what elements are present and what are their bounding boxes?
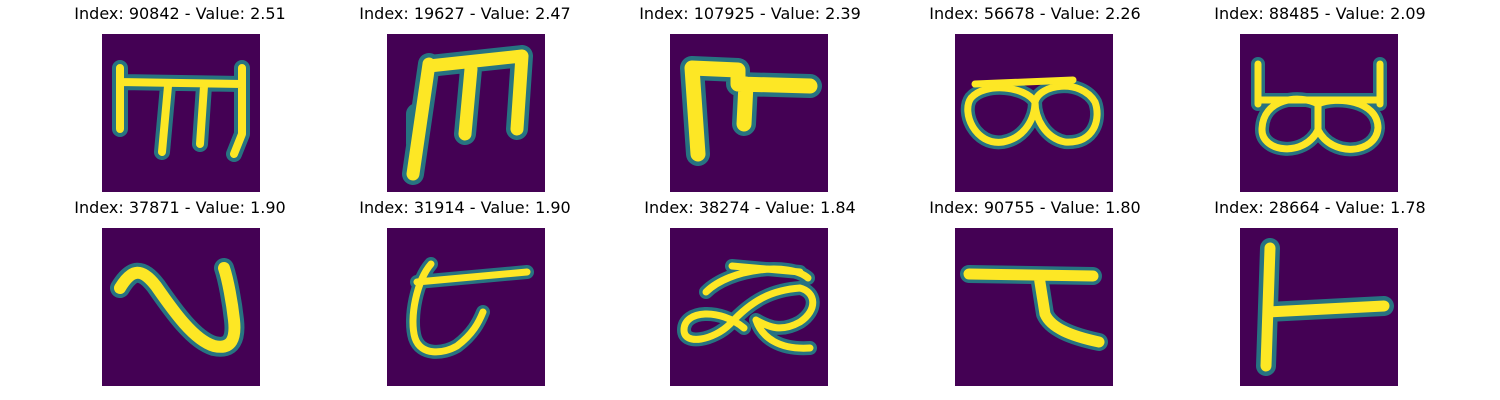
panel-3: Index: 107925 - Value: 2.39 (600, 0, 900, 200)
panel-9: Index: 90755 - Value: 1.80 (885, 194, 1185, 394)
glyph-loop-ribbon-icon (670, 228, 828, 386)
panel-1: Index: 90842 - Value: 2.51 (30, 0, 330, 200)
panel-10: Index: 28664 - Value: 1.78 (1170, 194, 1470, 394)
glyph-curl-bar-icon (387, 228, 545, 386)
panel-7: Index: 31914 - Value: 1.90 (315, 194, 615, 394)
panel-title: Index: 28664 - Value: 1.78 (1214, 198, 1426, 217)
panel-title: Index: 88485 - Value: 2.09 (1214, 4, 1426, 23)
panel-4: Index: 56678 - Value: 2.26 (885, 0, 1185, 200)
panel-title: Index: 38274 - Value: 1.84 (644, 198, 856, 217)
glyph-t-rotated-icon (1240, 228, 1398, 386)
panel-5: Index: 88485 - Value: 2.09 (1170, 0, 1470, 200)
panel-title: Index: 90755 - Value: 1.80 (929, 198, 1141, 217)
glyph-m-bold-icon (387, 34, 545, 192)
panel-2: Index: 19627 - Value: 2.47 (315, 0, 615, 200)
panel-title: Index: 107925 - Value: 2.39 (639, 4, 861, 23)
glyph-double-loop-icon (955, 34, 1113, 192)
glyph-double-loop-flagged-icon (1240, 34, 1398, 192)
panel-title: Index: 37871 - Value: 1.90 (74, 198, 286, 217)
panel-title: Index: 31914 - Value: 1.90 (359, 198, 571, 217)
panel-title: Index: 90842 - Value: 2.51 (74, 4, 286, 23)
glyph-tau-icon (955, 228, 1113, 386)
glyph-hook-icon (670, 34, 828, 192)
panel-8: Index: 38274 - Value: 1.84 (600, 194, 900, 394)
glyph-m-shape-icon (102, 34, 260, 192)
glyph-s-curve-icon (102, 228, 260, 386)
panel-title: Index: 19627 - Value: 2.47 (359, 4, 571, 23)
panel-title: Index: 56678 - Value: 2.26 (929, 4, 1141, 23)
panel-6: Index: 37871 - Value: 1.90 (30, 194, 330, 394)
